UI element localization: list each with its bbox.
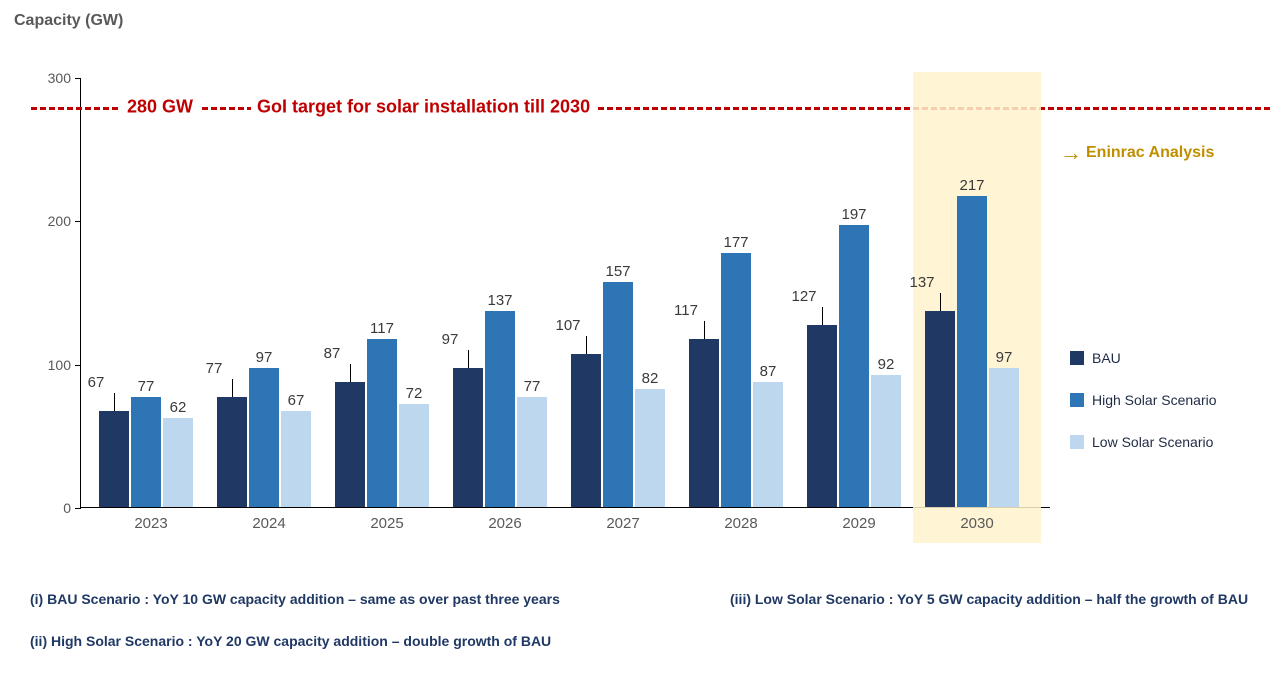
bar: 62 — [163, 418, 193, 507]
bar: 117 — [367, 339, 397, 507]
bar-group: 127197922029 — [807, 78, 911, 507]
x-axis-label: 2026 — [453, 507, 557, 532]
legend-label: Low Solar Scenario — [1092, 434, 1213, 450]
eninrac-callout: → Eninrac Analysis — [1060, 142, 1214, 164]
ytick-label: 100 — [48, 357, 71, 373]
bar-value-label: 77 — [524, 378, 541, 395]
callout-text: Eninrac Analysis — [1086, 144, 1214, 162]
chart-plot-area: 0100200300280 GWGoI target for solar ins… — [80, 78, 1050, 508]
bar: 137 — [485, 311, 515, 507]
footnote-iii: (iii) Low Solar Scenario : YoY 5 GW capa… — [730, 590, 1250, 610]
legend-label: BAU — [1092, 350, 1121, 366]
bar-value-label: 87 — [760, 363, 777, 380]
bar-group: 87117722025 — [335, 78, 439, 507]
bar-group: 6777622023 — [99, 78, 203, 507]
bar-value-label: 117 — [674, 302, 698, 319]
bar: 92 — [871, 375, 901, 507]
label-leader-line — [940, 293, 941, 311]
ytick-label: 0 — [63, 500, 71, 516]
bar-value-label: 127 — [791, 288, 816, 305]
bar-value-label: 97 — [996, 349, 1013, 366]
bar: 77 — [217, 397, 247, 507]
bar: 97 — [249, 368, 279, 507]
ytick-mark — [75, 365, 81, 366]
label-leader-line — [586, 336, 587, 354]
bar-value-label: 137 — [487, 292, 512, 309]
legend-swatch — [1070, 435, 1084, 449]
footnote-i: (i) BAU Scenario : YoY 10 GW capacity ad… — [30, 590, 730, 610]
x-axis-label: 2029 — [807, 507, 911, 532]
footnote-ii: (ii) High Solar Scenario : YoY 20 GW cap… — [30, 632, 730, 652]
bar: 217 — [957, 196, 987, 507]
bar-value-label: 117 — [370, 320, 394, 337]
bar: 107 — [571, 354, 601, 507]
bar-group: 137217972030 — [925, 78, 1029, 507]
bar: 72 — [399, 404, 429, 507]
bar-group: 7797672024 — [217, 78, 321, 507]
label-leader-line — [350, 364, 351, 382]
bar-group: 107157822027 — [571, 78, 675, 507]
legend-item-low: Low Solar Scenario — [1070, 434, 1217, 450]
bar: 77 — [517, 397, 547, 507]
x-axis-label: 2024 — [217, 507, 321, 532]
legend-item-high: High Solar Scenario — [1070, 392, 1217, 408]
bar: 127 — [807, 325, 837, 507]
bar-value-label: 67 — [288, 392, 305, 409]
bar-value-label: 72 — [406, 385, 423, 402]
label-leader-line — [704, 321, 705, 339]
label-leader-line — [822, 307, 823, 325]
legend: BAU High Solar Scenario Low Solar Scenar… — [1070, 350, 1217, 476]
bar: 177 — [721, 253, 751, 507]
legend-swatch — [1070, 351, 1084, 365]
bar-value-label: 77 — [138, 378, 155, 395]
bar: 87 — [335, 382, 365, 507]
bar: 97 — [989, 368, 1019, 507]
bar-value-label: 107 — [555, 317, 580, 334]
bar-value-label: 92 — [878, 356, 895, 373]
bar-value-label: 67 — [88, 374, 105, 391]
bar-group: 117177872028 — [689, 78, 793, 507]
bar-value-label: 177 — [723, 234, 748, 251]
ytick-mark — [75, 508, 81, 509]
bar: 67 — [281, 411, 311, 507]
label-leader-line — [232, 379, 233, 397]
bar-group: 97137772026 — [453, 78, 557, 507]
arrow-right-icon: → — [1060, 142, 1082, 164]
legend-swatch — [1070, 393, 1084, 407]
x-axis-label: 2028 — [689, 507, 793, 532]
x-axis-label: 2023 — [99, 507, 203, 532]
bar: 87 — [753, 382, 783, 507]
legend-item-bau: BAU — [1070, 350, 1217, 366]
bar: 97 — [453, 368, 483, 507]
ytick-label: 300 — [48, 70, 71, 86]
bar-value-label: 137 — [909, 274, 934, 291]
x-axis-label: 2030 — [925, 507, 1029, 532]
bar: 82 — [635, 389, 665, 507]
bar: 117 — [689, 339, 719, 507]
ytick-label: 200 — [48, 213, 71, 229]
bar: 67 — [99, 411, 129, 507]
bar: 157 — [603, 282, 633, 507]
bar-value-label: 217 — [959, 177, 984, 194]
ytick-mark — [75, 78, 81, 79]
bar-value-label: 157 — [605, 263, 630, 280]
footnotes: (i) BAU Scenario : YoY 10 GW capacity ad… — [30, 590, 1250, 651]
bar-value-label: 97 — [256, 349, 273, 366]
bar: 77 — [131, 397, 161, 507]
label-leader-line — [114, 393, 115, 411]
bar-value-label: 97 — [442, 331, 459, 348]
bar-value-label: 77 — [206, 360, 223, 377]
bar-value-label: 82 — [642, 370, 659, 387]
ytick-mark — [75, 221, 81, 222]
bar: 197 — [839, 225, 869, 507]
bar-value-label: 87 — [324, 345, 341, 362]
x-axis-label: 2027 — [571, 507, 675, 532]
x-axis-label: 2025 — [335, 507, 439, 532]
bar-value-label: 62 — [170, 399, 187, 416]
bar-value-label: 197 — [841, 206, 866, 223]
bar: 137 — [925, 311, 955, 507]
label-leader-line — [468, 350, 469, 368]
y-axis-title: Capacity (GW) — [14, 12, 123, 30]
legend-label: High Solar Scenario — [1092, 392, 1217, 408]
